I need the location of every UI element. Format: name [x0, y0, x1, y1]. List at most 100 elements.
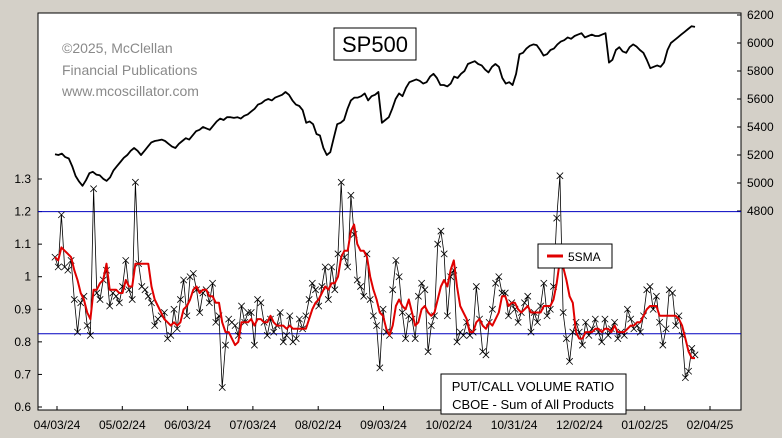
ratio-point-stroke — [488, 305, 496, 313]
ratio-point — [418, 279, 426, 287]
ratio-point — [276, 309, 284, 317]
ratio-point — [421, 286, 429, 294]
ratio-point — [70, 296, 78, 303]
ratio-point-stroke — [620, 331, 628, 339]
right-axis-ticks: 4800 5000 5200 5400 5600 5800 6000 6200 — [737, 8, 774, 218]
ratio-point — [553, 214, 561, 222]
ratio-point-stroke — [672, 322, 680, 330]
ratio-point — [57, 211, 65, 219]
legend: 5SMA — [537, 243, 613, 269]
ratio-point — [141, 286, 149, 294]
ratio-point — [402, 335, 410, 343]
ratio-point-stroke — [411, 335, 419, 343]
ratio-point — [353, 276, 361, 284]
ratio-point-stroke — [495, 273, 503, 281]
ratio-point-stroke — [173, 325, 181, 333]
ratio-point-stroke — [331, 286, 339, 294]
ratio-point-stroke — [402, 335, 410, 343]
ratio-point-stroke — [389, 286, 397, 294]
ratio-point-stroke — [170, 305, 178, 313]
ratio-point-stroke — [151, 322, 159, 330]
ratio-point — [578, 341, 586, 349]
ratio-point — [86, 331, 94, 339]
ratio-point — [196, 309, 204, 317]
ratio-point — [492, 279, 500, 287]
ratio-point-stroke — [244, 309, 252, 317]
ratio-point — [424, 348, 432, 356]
ratio-point-stroke — [459, 331, 467, 339]
ratio-point — [366, 296, 374, 303]
left-tick-label: 1.1 — [14, 237, 31, 251]
ratio-point-stroke — [228, 318, 236, 326]
ratio-point-stroke — [167, 331, 175, 339]
ratio-point — [392, 256, 400, 264]
ratio-point-stroke — [131, 178, 139, 186]
ratio-point — [151, 322, 159, 330]
ratio-point-stroke — [176, 296, 184, 303]
ratio-point — [453, 338, 461, 346]
ratio-point — [662, 325, 670, 333]
ratio-point — [672, 322, 680, 330]
ratio-point-stroke — [286, 312, 294, 320]
ratio-point — [90, 185, 98, 193]
ratio-point-stroke — [582, 318, 590, 326]
left-tick-label: 0.8 — [14, 335, 31, 349]
caption-box: PUT/CALL VOLUME RATIO CBOE - Sum of All … — [440, 373, 627, 415]
ratio-point — [209, 279, 217, 287]
ratio-point — [312, 286, 319, 294]
ratio-point-stroke — [51, 253, 59, 261]
ratio-point-stroke — [318, 283, 326, 290]
ratio-point-stroke — [514, 318, 522, 326]
ratio-point — [623, 305, 631, 313]
ratio-point — [559, 309, 567, 317]
ratio-point-stroke — [147, 299, 155, 307]
ratio-point — [106, 302, 114, 310]
ratio-point — [247, 309, 255, 317]
left-tick-label: 1.2 — [14, 205, 31, 219]
ratio-point — [250, 341, 258, 349]
ratio-point-stroke — [353, 276, 361, 284]
ratio-point-stroke — [585, 331, 593, 339]
ratio-point-stroke — [305, 296, 313, 303]
ratio-point-stroke — [427, 322, 435, 330]
ratio-point — [521, 299, 529, 307]
ratio-point-stroke — [440, 250, 448, 258]
ratio-point — [582, 318, 590, 326]
copyright-line-1: ©2025, McClellan — [62, 40, 173, 56]
ratio-point — [331, 286, 339, 294]
ratio-point-stroke — [225, 315, 233, 323]
ratio-point — [604, 331, 612, 339]
ratio-point — [488, 305, 496, 313]
ratio-point-stroke — [540, 279, 548, 287]
ratio-point — [369, 312, 377, 320]
ratio-point — [295, 315, 303, 323]
ratio-point-stroke — [218, 383, 226, 391]
ratio-point — [176, 296, 184, 303]
ratio-point — [566, 357, 574, 365]
x-tick-label: 09/03/24 — [360, 418, 407, 432]
left-tick-label: 0.6 — [14, 400, 31, 414]
ratio-point — [427, 322, 435, 330]
ratio-point — [115, 299, 123, 307]
ratio-point — [305, 296, 313, 303]
ratio-point-stroke — [418, 279, 426, 287]
ratio-point-stroke — [279, 338, 287, 346]
ratio-point — [504, 312, 512, 320]
ratio-point — [283, 331, 291, 339]
ratio-point — [652, 292, 660, 300]
right-tick-label: 5800 — [747, 64, 774, 78]
ratio-point — [270, 328, 278, 336]
ratio-point-stroke — [566, 357, 574, 365]
title-box: SP500 — [333, 27, 417, 61]
ratio-point-stroke — [93, 289, 101, 297]
ratio-point — [315, 302, 323, 310]
ratio-point-stroke — [656, 318, 664, 326]
ratio-point — [495, 273, 503, 281]
ratio-point-stroke — [80, 292, 88, 300]
ratio-point-stroke — [414, 292, 422, 300]
ratio-point — [685, 367, 693, 375]
ratio-point — [395, 273, 403, 281]
ratio-point-stroke — [83, 322, 91, 330]
ratio-point — [440, 250, 448, 258]
ratio-point-stroke — [122, 256, 130, 264]
